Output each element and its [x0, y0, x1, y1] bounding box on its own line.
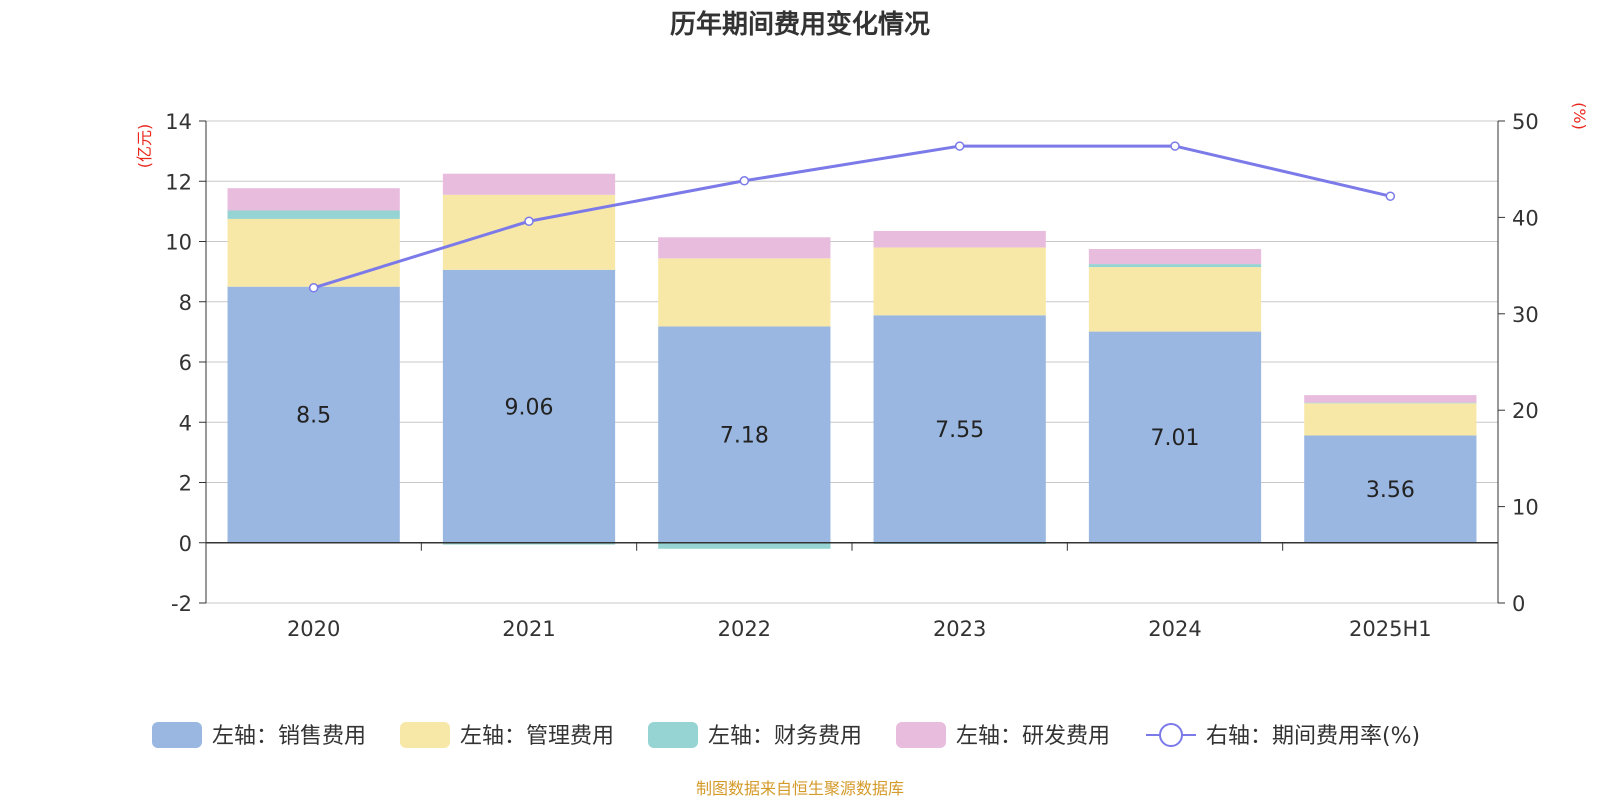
left-tick-label: 14	[165, 110, 192, 134]
bar-finance	[1304, 402, 1477, 404]
x-tick-label: 2020	[287, 617, 340, 641]
legend-label-finance: 左轴：财务费用	[708, 724, 862, 749]
data-label: 9.06	[505, 395, 554, 420]
bar-rd	[1088, 249, 1262, 265]
bar-finance	[658, 542, 831, 549]
bar-rd	[658, 237, 831, 259]
source-note: 制图数据来自恒生聚源数据库	[695, 779, 904, 798]
data-label: 8.5	[296, 404, 331, 429]
data-label: 7.01	[1151, 426, 1200, 451]
x-tick-label: 2023	[933, 617, 986, 641]
bar-admin	[1088, 267, 1262, 332]
rate-point	[739, 176, 750, 186]
bar-admin	[658, 258, 831, 327]
bar-finance	[442, 542, 616, 545]
data-label: 7.18	[720, 424, 769, 449]
rate-point	[308, 283, 319, 293]
right-tick-label: 10	[1512, 496, 1539, 520]
bar-sales	[442, 269, 616, 543]
data-label: 3.56	[1366, 478, 1415, 503]
legend-label-admin: 左轴：管理费用	[460, 724, 614, 749]
legend-swatch-rd	[896, 722, 946, 748]
left-tick-label: 12	[165, 170, 192, 194]
bar-sales	[227, 286, 400, 543]
left-axis-unit: (亿元)	[135, 124, 154, 169]
x-tick-label: 2021	[502, 617, 555, 641]
left-tick-label: 4	[179, 411, 192, 435]
right-axis-unit: (%)	[1570, 102, 1589, 130]
bar-sales	[873, 315, 1046, 543]
bar-finance	[1088, 264, 1262, 268]
data-label: 7.55	[935, 418, 984, 443]
rate-line	[313, 144, 1391, 290]
legend-swatch-rate-marker	[1159, 723, 1183, 747]
left-tick-label: 8	[179, 291, 192, 315]
right-tick-label: 30	[1512, 303, 1539, 327]
bar-rd	[873, 230, 1046, 248]
left-tick-label: -2	[171, 592, 192, 616]
chart-svg: -2 0 2 4 6 8 10 12 14 0 10 20 30 40 50 (亿元) (%) 2020 2021 2…	[135, 102, 1589, 749]
left-tick-label: 0	[179, 532, 192, 556]
bar-admin	[442, 194, 616, 270]
legend-label-sales: 左轴：销售费用	[212, 724, 366, 749]
legend-swatch-finance	[648, 722, 698, 748]
right-tick-label: 20	[1512, 399, 1539, 423]
rate-point	[524, 216, 534, 227]
right-tick-label: 50	[1512, 110, 1539, 134]
bar-admin	[227, 218, 400, 287]
bar-finance	[227, 210, 400, 219]
left-tick-label: 2	[179, 472, 192, 496]
x-tick-label: 2024	[1148, 617, 1201, 641]
chart-title: 历年期间费用变化情况	[669, 10, 930, 40]
bar-rd	[442, 173, 616, 195]
bar-admin	[1304, 403, 1477, 436]
bar-sales	[1304, 435, 1477, 543]
rate-point	[1170, 141, 1180, 151]
x-tick-label: 2025H1	[1349, 617, 1432, 641]
legend-swatch-admin	[400, 722, 450, 748]
bar-admin	[873, 247, 1046, 316]
right-tick-label: 40	[1512, 206, 1539, 230]
bar-sales	[658, 326, 831, 543]
bar-rd	[227, 188, 400, 211]
left-tick-label: 6	[179, 351, 192, 375]
bar-rd	[1304, 395, 1477, 403]
x-tick-label: 2022	[718, 617, 771, 641]
rate-point	[1385, 191, 1396, 201]
legend-label-rd: 左轴：研发费用	[956, 724, 1110, 749]
bar-sales	[1088, 331, 1262, 543]
legend-label-rate: 右轴：期间费用率(%)	[1206, 724, 1420, 749]
legend-swatch-sales	[152, 722, 202, 748]
right-tick-label: 0	[1512, 592, 1525, 616]
left-tick-label: 10	[165, 231, 192, 255]
rate-point	[954, 141, 965, 151]
